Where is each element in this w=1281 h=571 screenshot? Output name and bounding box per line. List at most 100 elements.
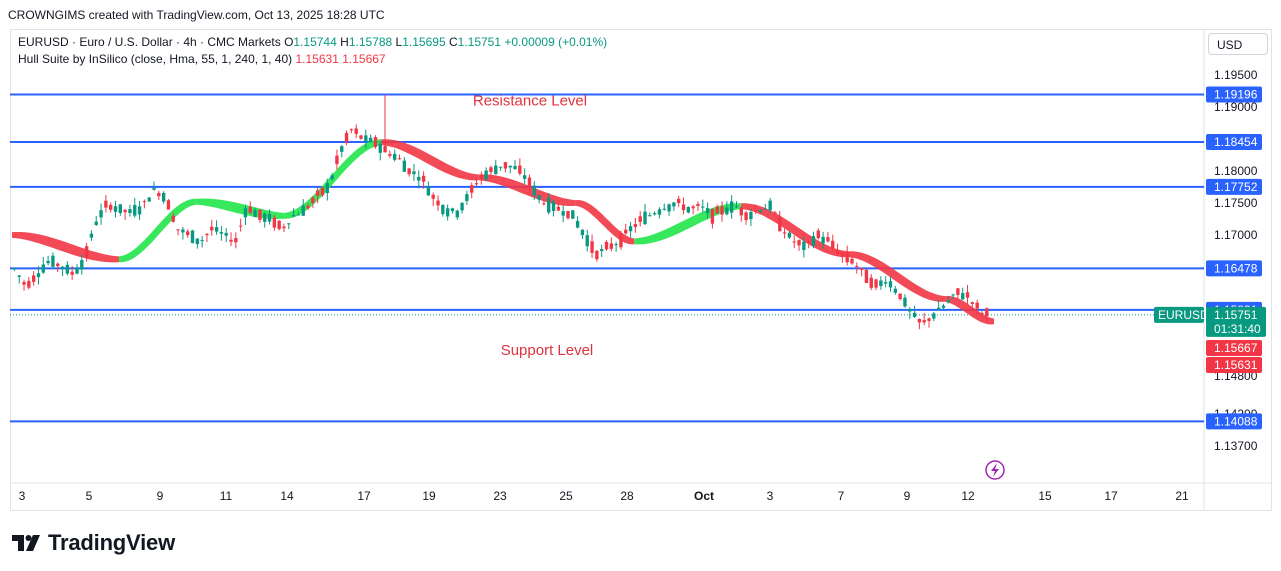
candle-body[interactable] xyxy=(542,203,546,205)
candle-body[interactable] xyxy=(133,204,137,216)
candle-body[interactable] xyxy=(965,292,970,298)
candle-body[interactable] xyxy=(720,206,724,215)
candle-body[interactable] xyxy=(272,217,277,228)
candle-body[interactable] xyxy=(161,192,166,202)
candle-body[interactable] xyxy=(229,239,233,242)
candle-body[interactable] xyxy=(450,208,455,212)
candle-body[interactable] xyxy=(460,202,464,211)
candle-body[interactable] xyxy=(455,210,459,218)
candle-body[interactable] xyxy=(551,201,556,211)
candle-body[interactable] xyxy=(845,251,849,263)
candle-body[interactable] xyxy=(402,160,407,172)
candle-body[interactable] xyxy=(315,190,320,196)
candle-body[interactable] xyxy=(932,313,936,319)
candle-body[interactable] xyxy=(624,229,628,234)
candle-body[interactable] xyxy=(306,205,310,209)
candle-body[interactable] xyxy=(498,166,503,168)
candle-body[interactable] xyxy=(301,205,305,216)
candle-body[interactable] xyxy=(325,183,329,194)
candle-body[interactable] xyxy=(142,201,147,203)
candle-body[interactable] xyxy=(956,288,960,295)
candle-body[interactable] xyxy=(580,229,585,236)
candle-body[interactable] xyxy=(792,241,796,243)
candle-body[interactable] xyxy=(739,207,743,216)
candle-body[interactable] xyxy=(508,165,512,168)
candle-body[interactable] xyxy=(821,236,825,244)
candle-body[interactable] xyxy=(518,165,522,174)
candle-body[interactable] xyxy=(373,137,378,148)
candle-body[interactable] xyxy=(181,229,185,233)
candle-body[interactable] xyxy=(917,318,922,323)
candle-body[interactable] xyxy=(975,302,979,309)
candle-body[interactable] xyxy=(484,170,488,180)
candle-body[interactable] xyxy=(898,293,902,300)
candle-body[interactable] xyxy=(908,309,912,312)
candle-body[interactable] xyxy=(763,208,768,210)
candle-body[interactable] xyxy=(494,165,498,175)
candle-body[interactable] xyxy=(176,229,180,231)
candle-body[interactable] xyxy=(128,209,132,213)
candle-body[interactable] xyxy=(662,208,666,210)
candle-body[interactable] xyxy=(850,258,854,264)
candle-body[interactable] xyxy=(431,194,435,199)
candle-body[interactable] xyxy=(123,209,127,213)
candle-body[interactable] xyxy=(537,195,541,200)
candle-body[interactable] xyxy=(364,135,368,142)
candle-body[interactable] xyxy=(710,209,715,224)
candle-body[interactable] xyxy=(118,204,122,214)
candle-body[interactable] xyxy=(826,237,830,242)
candle-body[interactable] xyxy=(75,267,79,274)
candle-body[interactable] xyxy=(633,224,638,228)
candle-body[interactable] xyxy=(951,294,955,296)
candle-body[interactable] xyxy=(677,198,681,204)
candle-body[interactable] xyxy=(267,214,272,222)
candle-body[interactable] xyxy=(378,143,382,153)
candle-body[interactable] xyxy=(575,220,580,228)
candle-body[interactable] xyxy=(291,215,296,217)
candle-body[interactable] xyxy=(782,232,787,234)
candle-body[interactable] xyxy=(859,267,864,270)
candle-body[interactable] xyxy=(888,281,893,288)
candle-body[interactable] xyxy=(701,206,705,208)
candle-body[interactable] xyxy=(884,282,888,284)
candle-body[interactable] xyxy=(802,241,806,251)
candle-body[interactable] xyxy=(806,241,811,243)
candle-body[interactable] xyxy=(556,206,561,211)
candle-body[interactable] xyxy=(922,320,926,323)
candle-body[interactable] xyxy=(359,135,363,139)
candle-body[interactable] xyxy=(200,240,204,242)
candle-body[interactable] xyxy=(874,279,878,288)
candle-body[interactable] xyxy=(778,217,782,232)
candle-body[interactable] xyxy=(816,230,820,239)
candle-body[interactable] xyxy=(22,281,26,285)
candle-body[interactable] xyxy=(503,162,508,169)
candle-body[interactable] xyxy=(691,206,695,209)
candle-body[interactable] xyxy=(60,266,65,269)
candle-body[interactable] xyxy=(80,260,84,270)
candle-body[interactable] xyxy=(527,177,532,187)
candle-body[interactable] xyxy=(758,210,763,212)
candle-body[interactable] xyxy=(147,197,151,202)
candle-body[interactable] xyxy=(205,233,209,236)
candle-body[interactable] xyxy=(12,268,17,270)
candle-body[interactable] xyxy=(797,240,801,246)
candle-body[interactable] xyxy=(445,208,450,217)
candle-body[interactable] xyxy=(705,208,710,214)
candle-body[interactable] xyxy=(840,252,845,257)
candle-body[interactable] xyxy=(855,266,859,268)
candle-body[interactable] xyxy=(609,243,613,249)
candle-body[interactable] xyxy=(513,165,517,170)
candle-body[interactable] xyxy=(166,200,171,210)
candle-body[interactable] xyxy=(354,128,358,134)
candle-body[interactable] xyxy=(566,210,570,219)
candle-body[interactable] xyxy=(734,206,739,208)
currency-button[interactable]: USD xyxy=(1208,33,1268,55)
candle-body[interactable] xyxy=(41,264,45,273)
candle-body[interactable] xyxy=(388,154,392,156)
candle-body[interactable] xyxy=(927,318,931,321)
candle-body[interactable] xyxy=(599,249,604,252)
candle-body[interactable] xyxy=(595,250,599,260)
candle-body[interactable] xyxy=(835,250,840,255)
candle-body[interactable] xyxy=(681,204,686,211)
